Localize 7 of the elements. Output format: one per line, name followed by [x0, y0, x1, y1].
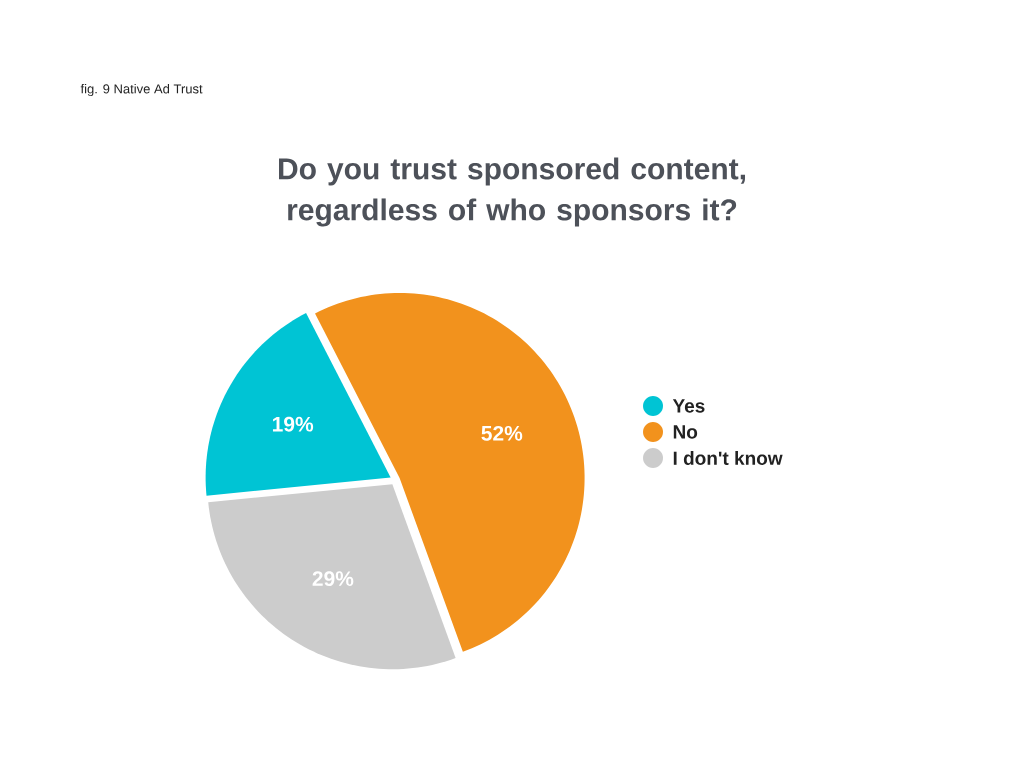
data-label: 19% [272, 416, 314, 432]
chart-title: Do you trust sponsored content, regardless of who sponsors it? [279, 157, 746, 227]
caption: fig. 9 Native Ad Trust [80, 83, 203, 97]
legend-label: No [673, 425, 698, 439]
legend-label: Yes [672, 399, 705, 413]
data-label: 52% [481, 425, 523, 441]
legend-label: I don't know [673, 451, 783, 465]
